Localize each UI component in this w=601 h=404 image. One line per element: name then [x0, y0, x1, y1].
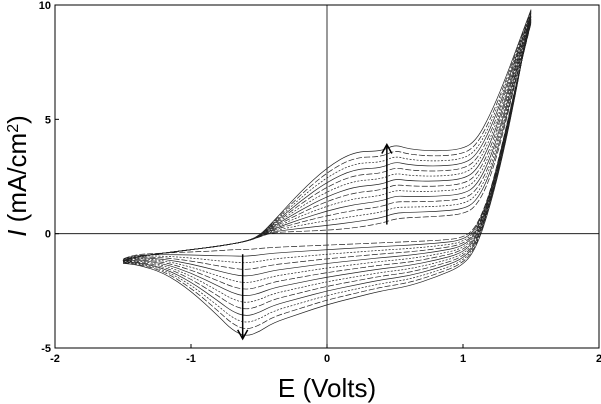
x-tick-label: -1 — [186, 353, 196, 365]
x-axis-title: E (Volts) — [278, 373, 376, 403]
annotation-arrows — [237, 142, 393, 341]
x-tick-label: 2 — [596, 353, 601, 365]
cycle-curve — [122, 9, 532, 336]
axis-ticks: -2 -1 0 1 2 -5 0 5 10 — [39, 0, 601, 365]
x-tick-label: 0 — [324, 353, 330, 365]
y-axis-title: I (mA/cm2) — [2, 115, 32, 237]
y-tick-label: 0 — [45, 229, 51, 241]
y-tick-label: -5 — [41, 343, 51, 355]
y-axis-title-unit: (mA/cm — [2, 133, 32, 230]
x-tick-label: -2 — [50, 353, 60, 365]
arrow-head — [381, 142, 393, 154]
x-tick-label: 1 — [460, 353, 466, 365]
arrow-head — [237, 329, 249, 341]
y-axis-title-symbol: I — [2, 230, 32, 237]
voltammogram-curves — [122, 9, 532, 336]
y-tick-label: 10 — [39, 0, 51, 12]
y-axis-title-close: ) — [2, 115, 32, 124]
y-tick-label: 5 — [45, 114, 51, 126]
y-axis-title-exponent: 2 — [5, 124, 22, 133]
